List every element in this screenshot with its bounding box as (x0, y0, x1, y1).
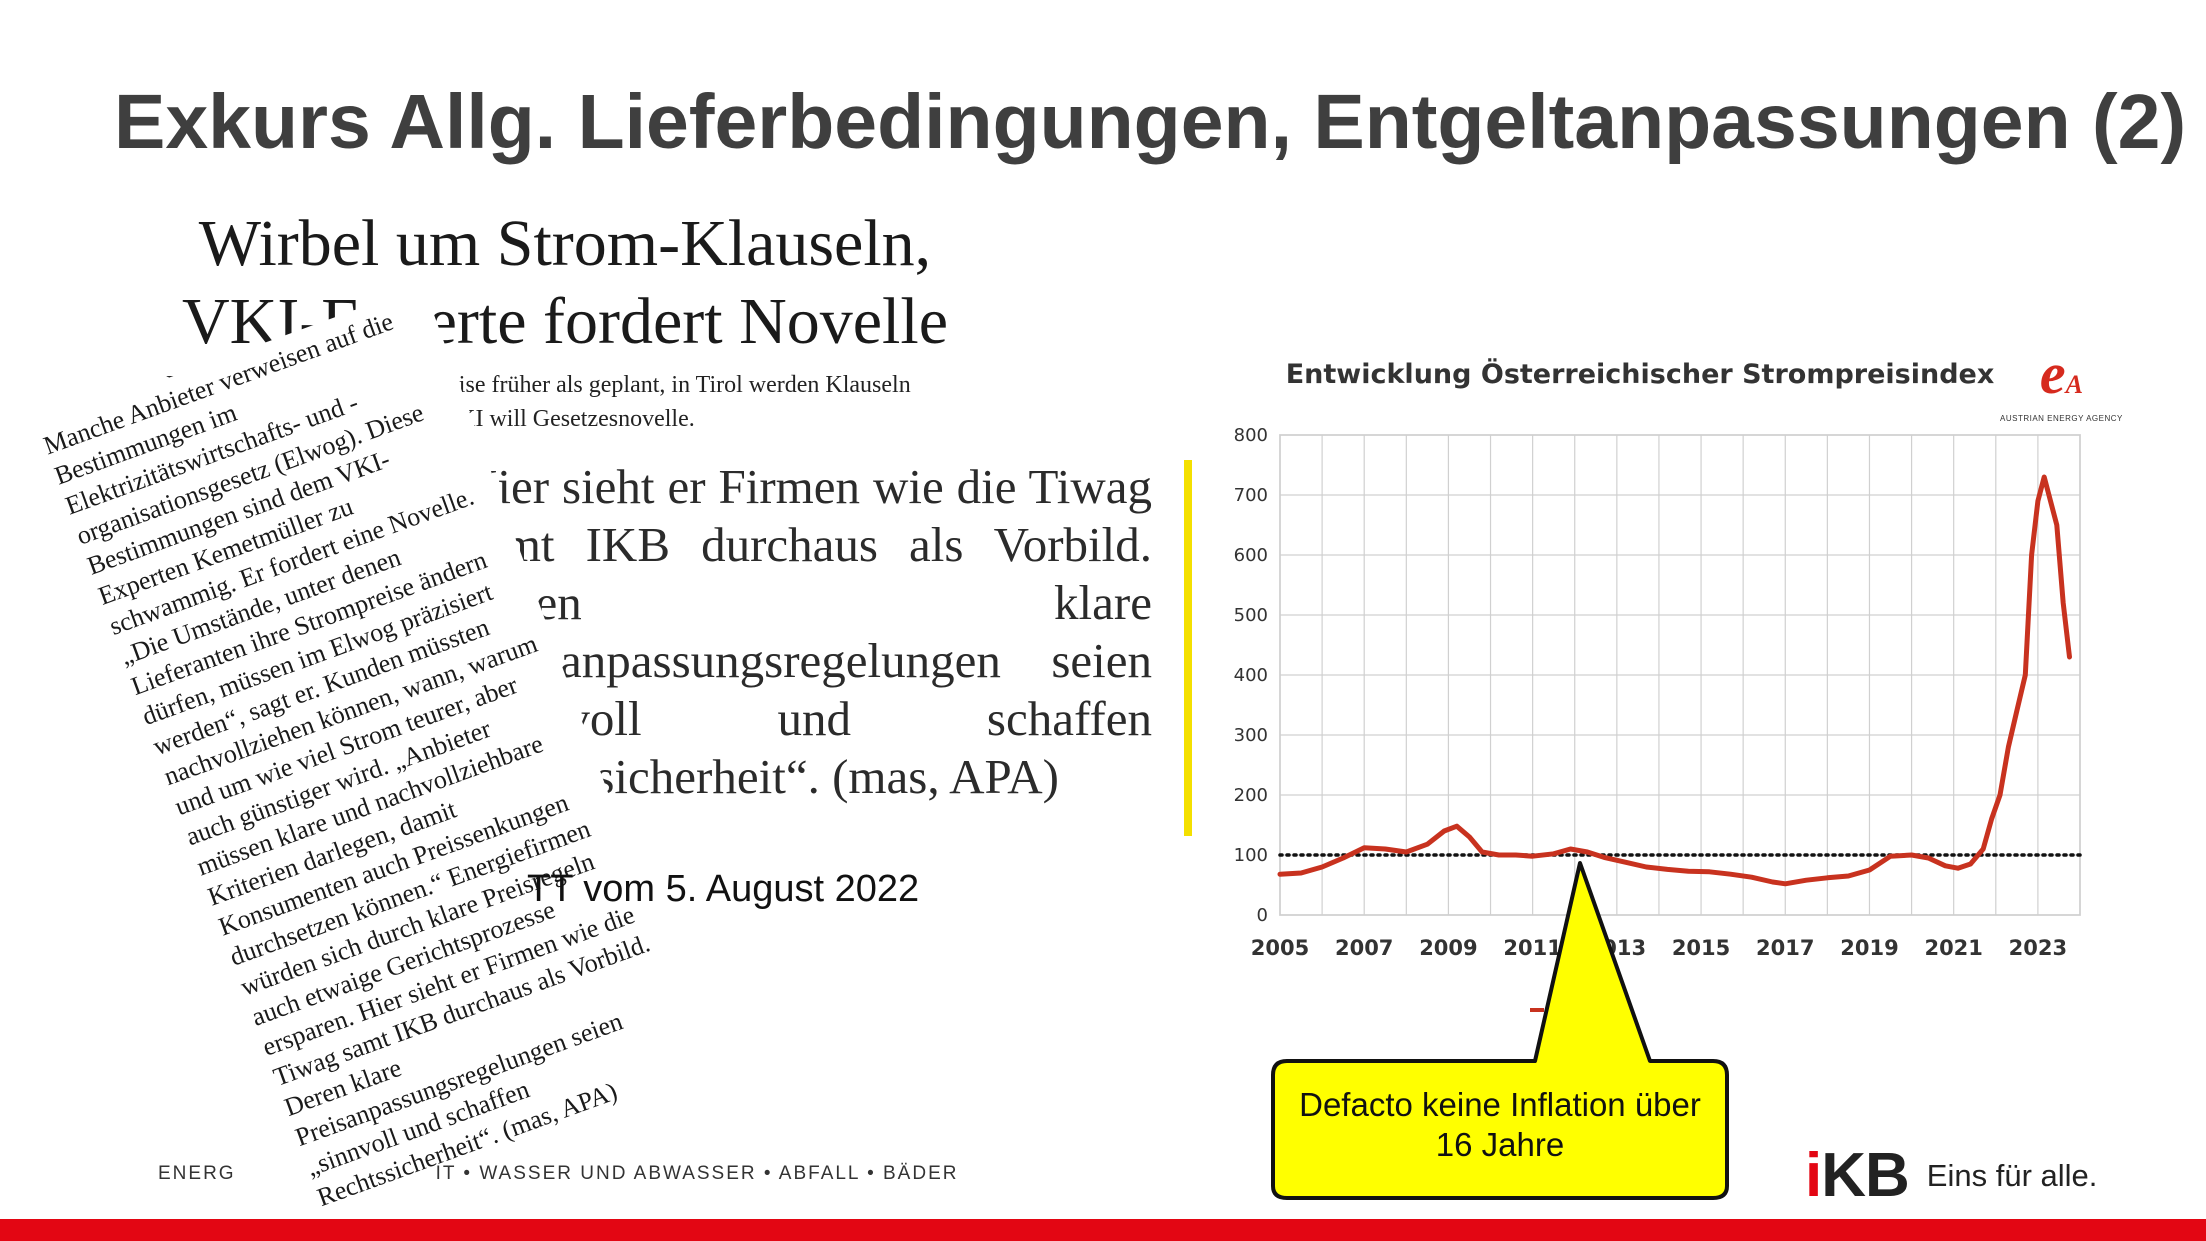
ea-logo-text: AUSTRIAN ENERGY AGENCY (2000, 414, 2123, 423)
data-point (2049, 499, 2053, 503)
x-tick-label: 2005 (1251, 936, 1309, 960)
data-point (2055, 523, 2059, 527)
data-point (1926, 856, 1930, 860)
data-point (1299, 871, 1303, 875)
data-point (1825, 876, 1829, 880)
data-point (1804, 878, 1808, 882)
y-tick-label: 400 (1234, 665, 1268, 686)
data-point (1320, 865, 1324, 869)
data-point (1425, 842, 1429, 846)
data-point (2061, 601, 2065, 605)
data-point (1998, 793, 2002, 797)
footer-red-bar (0, 1219, 2206, 1241)
x-tick-label: 2011 (1503, 936, 1561, 960)
logo-kb: KB (1821, 1141, 1910, 1210)
data-point (1480, 850, 1484, 854)
x-tick-label: 2007 (1335, 936, 1393, 960)
clipping-source: TT vom 5. August 2022 (527, 868, 920, 910)
y-tick-label: 600 (1234, 545, 1268, 566)
callout-line-1: Defacto keine Inflation über (1299, 1086, 1701, 1123)
data-point (2030, 553, 2034, 557)
footer-left: ENERG (158, 1163, 236, 1184)
y-tick-label: 300 (1234, 725, 1268, 746)
data-point (2042, 475, 2046, 479)
data-point (1867, 868, 1871, 872)
y-tick-label: 200 (1234, 785, 1268, 806)
data-point (2067, 655, 2071, 659)
data-point (2015, 709, 2019, 713)
ikb-logo: iKB Eins für alle. (1805, 1140, 2097, 1211)
y-tick-label: 500 (1234, 605, 1268, 626)
x-tick-label: 2015 (1672, 936, 1730, 960)
data-point (1362, 846, 1366, 850)
data-point (1341, 856, 1345, 860)
data-point (1467, 835, 1471, 839)
footer-right: IT • WASSER UND ABWASSER • ABFALL • BÄDE… (435, 1163, 959, 1184)
callout-shape (1271, 861, 1729, 1200)
austrian-energy-agency-logo: eA AUSTRIAN ENERGY AGENCY (2000, 341, 2123, 424)
callout-line-2: 16 Jahre (1435, 1126, 1565, 1163)
data-point (1707, 870, 1711, 874)
data-point (1644, 865, 1648, 869)
data-point (1783, 882, 1787, 886)
data-point (1981, 847, 1985, 851)
data-point (1943, 864, 1947, 868)
data-point (1771, 880, 1775, 884)
x-tick-label: 2023 (2009, 936, 2067, 960)
data-point (1956, 866, 1960, 870)
chart-title: Entwicklung Österreichischer Strompreisi… (1286, 357, 1995, 390)
data-point (1602, 855, 1606, 859)
data-point (1623, 860, 1627, 864)
y-tick-label: 0 (1257, 905, 1268, 926)
x-tick-label: 2009 (1419, 936, 1477, 960)
data-point (1404, 850, 1408, 854)
data-point (1686, 869, 1690, 873)
y-tick-label: 700 (1234, 485, 1268, 506)
slide-title: Exkurs Allg. Lieferbedingungen, Entgelta… (114, 79, 2187, 165)
ikb-logo-mark: iKB (1805, 1140, 1910, 1211)
logo-i: i (1805, 1141, 1822, 1210)
data-point (2006, 745, 2010, 749)
data-point (1497, 853, 1501, 857)
data-point (1729, 872, 1733, 876)
clipping-headline: Wirbel um Strom-Klauseln, VKI-Experte fo… (182, 207, 948, 358)
data-point (1514, 853, 1518, 857)
data-point (1665, 867, 1669, 871)
quote-highlight-bar (1184, 460, 1192, 836)
data-point (1910, 853, 1914, 857)
footer-divisions: ENERG IT • WASSER UND ABWASSER • ABFALL •… (158, 1163, 958, 1185)
data-point (1889, 854, 1893, 858)
data-point (1990, 817, 1994, 821)
data-point (1846, 874, 1850, 878)
data-point (1278, 872, 1282, 876)
y-tick-label: 100 (1234, 845, 1268, 866)
data-point (1383, 847, 1387, 851)
data-point (1442, 829, 1446, 833)
callout-text: Defacto keine Inflation über 16 Jahre (1275, 1085, 1725, 1165)
x-tick-label: 2019 (1840, 936, 1898, 960)
data-point (1455, 824, 1459, 828)
data-point (1585, 850, 1589, 854)
x-tick-label: 2017 (1756, 936, 1814, 960)
x-tick-label: 2021 (1924, 936, 1982, 960)
ea-icon: eA (2039, 341, 2083, 406)
data-point (1552, 852, 1556, 856)
data-point (1750, 875, 1754, 879)
y-tick-label: 800 (1234, 425, 1268, 446)
data-point (2023, 673, 2027, 677)
data-point (1531, 854, 1535, 858)
data-point (2036, 499, 2040, 503)
data-point (1569, 847, 1573, 851)
data-point (1969, 862, 1973, 866)
logo-slogan: Eins für alle. (1926, 1157, 2098, 1193)
